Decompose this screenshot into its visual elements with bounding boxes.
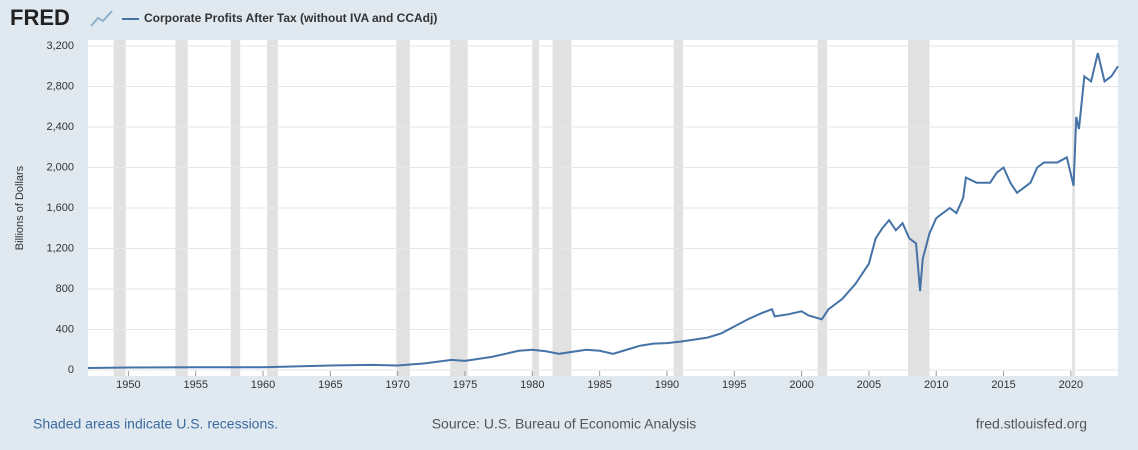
x-tick-label: 2000	[789, 379, 813, 391]
y-tick-label: 2,800	[46, 80, 74, 92]
x-tick-label: 1950	[116, 379, 140, 391]
y-tick-label: 1,600	[46, 202, 74, 214]
logo[interactable]: FRED	[10, 5, 70, 30]
x-tick-label: 2020	[1059, 379, 1083, 391]
x-tick-label: 1990	[655, 379, 679, 391]
x-tick-label: 1980	[520, 379, 544, 391]
y-tick-label: 1,200	[46, 242, 74, 254]
y-tick-label: 2,000	[46, 161, 74, 173]
x-tick-label: 2015	[991, 379, 1015, 391]
source: Source: U.S. Bureau of Economic Analysis	[432, 416, 697, 432]
x-tick-label: 1960	[251, 379, 275, 391]
x-tick-label: 2005	[857, 379, 881, 391]
y-tick-label: 3,200	[46, 40, 74, 52]
x-tick-label: 1970	[385, 379, 409, 391]
y-tick-label: 400	[56, 323, 74, 335]
x-tick-label: 1985	[587, 379, 611, 391]
x-tick-label: 1965	[318, 379, 342, 391]
series-line	[87, 52, 1119, 369]
x-tick-label: 1955	[183, 379, 207, 391]
site-link[interactable]: fred.stlouisfed.org	[976, 416, 1087, 432]
x-tick-label: 1995	[722, 379, 746, 391]
logo-icon	[90, 10, 113, 27]
x-tick-label: 2010	[924, 379, 948, 391]
legend-label: Corporate Profits After Tax (without IVA…	[144, 11, 437, 25]
y-axis-label: Billions of Dollars	[14, 165, 26, 250]
y-tick-label: 800	[56, 283, 74, 295]
y-tick-label: 0	[68, 364, 74, 376]
y-tick-label: 2,400	[46, 121, 74, 133]
x-tick-label: 1975	[453, 379, 477, 391]
recession-note: Shaded areas indicate U.S. recessions.	[33, 416, 278, 432]
